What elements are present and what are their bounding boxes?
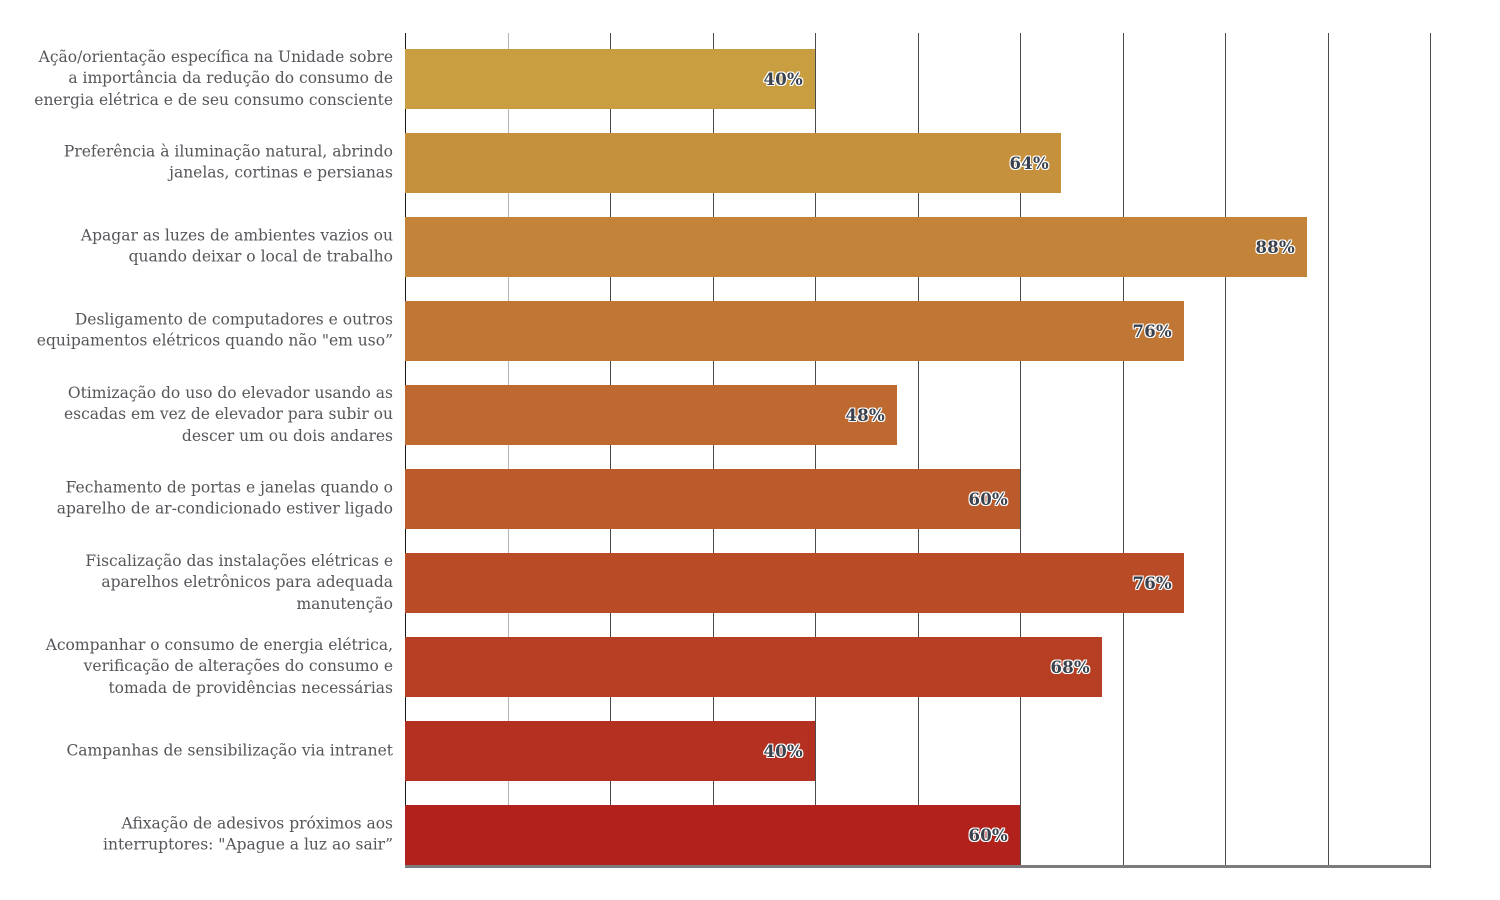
category-label: Apagar as luzes de ambientes vazios ou q… [80,226,393,266]
category-label: Ação/orientação específica na Unidade so… [34,47,393,109]
zero-axis-line [405,33,406,868]
gridline-10 [508,33,509,868]
bar-value-label: 88% [1255,237,1295,257]
bar-value-label: 48% [845,405,885,425]
category-label: Otimização do uso do elevador usando as … [63,383,393,445]
bar-value-label: 60% [968,825,1008,845]
gridline-60 [1020,33,1021,868]
bar-value-label: 60% [968,489,1008,509]
gridline-90 [1328,33,1329,868]
bar-value-label: 76% [1132,573,1172,593]
bar-value-label: 40% [763,741,803,761]
category-label: Acompanhar o consumo de energia elétrica… [45,635,393,697]
plot-area: 40% 64% 88% 76% 48% 60% 76% 68% 40% 60% [405,33,1431,868]
bar-value-label: 64% [1009,153,1049,173]
category-labels-column: Ação/orientação específica na Unidade so… [0,33,405,868]
bar: 76% [405,553,1184,613]
bar: 64% [405,133,1061,193]
category-label: Campanhas de sensibilização via intranet [66,741,393,760]
bar: 40% [405,49,815,109]
bar: 40% [405,721,815,781]
bar: 60% [405,805,1020,865]
bar-value-label: 40% [763,69,803,89]
gridline-50 [918,33,919,868]
gridline-80 [1225,33,1226,868]
gridline-70 [1123,33,1124,868]
gridline-100 [1430,33,1431,868]
bar: 68% [405,637,1102,697]
category-label: Desligamento de computadores e outros eq… [36,310,393,350]
category-label: Fiscalização das instalações elétricas e… [85,551,393,613]
bar: 76% [405,301,1184,361]
gridline-20 [610,33,611,868]
bar-value-label: 76% [1132,321,1172,341]
gridline-40 [815,33,816,868]
bar-value-label: 68% [1050,657,1090,677]
category-label: Afixação de adesivos próximos aos interr… [103,814,393,854]
bar: 88% [405,217,1307,277]
x-axis-line [405,865,1430,868]
bar: 60% [405,469,1020,529]
gridline-30 [713,33,714,868]
category-label: Fechamento de portas e janelas quando o … [56,478,393,518]
category-label: Preferência à iluminação natural, abrind… [63,142,393,182]
bar: 48% [405,385,897,445]
